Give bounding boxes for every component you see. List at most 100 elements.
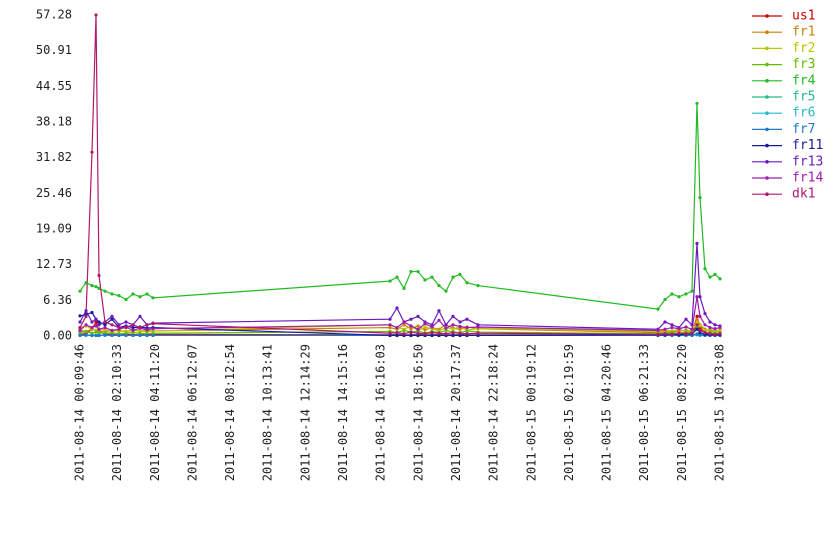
- data-point: [430, 275, 434, 279]
- data-point: [663, 297, 667, 302]
- data-point: [84, 314, 88, 318]
- x-tick-label: 2011-08-15 08:22:20: [675, 344, 689, 481]
- data-point: [713, 272, 717, 276]
- data-point: [416, 314, 420, 318]
- data-point: [110, 331, 114, 335]
- data-point: [84, 333, 88, 337]
- data-point: [97, 286, 101, 290]
- data-point: [84, 323, 88, 327]
- legend-swatch-dot: [765, 62, 769, 67]
- data-point: [117, 333, 121, 338]
- data-point: [663, 327, 667, 331]
- data-point: [151, 296, 155, 300]
- data-point: [670, 332, 674, 336]
- legend-swatch-dot: [765, 127, 769, 132]
- data-point: [430, 331, 434, 335]
- legend-label: fr4: [792, 73, 816, 88]
- x-tick-label: 2011-08-14 20:17:37: [449, 344, 463, 481]
- data-point: [409, 327, 413, 331]
- x-tick-label: 2011-08-15 04:20:46: [600, 344, 614, 481]
- data-point: [131, 292, 135, 296]
- data-point: [465, 281, 469, 285]
- legend-swatch-dot: [765, 143, 769, 148]
- data-point: [677, 295, 681, 299]
- data-point: [78, 328, 82, 332]
- data-point: [698, 324, 702, 328]
- data-point: [458, 320, 462, 324]
- data-point: [718, 328, 722, 332]
- data-point: [476, 283, 480, 288]
- data-point: [84, 309, 88, 313]
- y-tick-label: 50.91: [36, 43, 72, 57]
- x-tick-label: 2011-08-15 10:23:08: [713, 344, 727, 481]
- data-point: [84, 281, 88, 285]
- data-point: [695, 320, 699, 324]
- data-point: [97, 333, 101, 338]
- legend-label: fr6: [792, 106, 815, 121]
- data-point: [117, 294, 121, 298]
- x-tick-label: 2011-08-15 06:21:33: [637, 344, 651, 481]
- data-point: [416, 331, 420, 335]
- data-point: [423, 278, 427, 282]
- data-point: [97, 323, 101, 327]
- data-point: [698, 328, 702, 332]
- x-tick-label: 2011-08-14 22:18:24: [487, 344, 501, 481]
- data-point: [409, 317, 413, 321]
- legend-swatch-dot: [765, 111, 769, 115]
- data-point: [388, 331, 392, 335]
- data-point: [151, 333, 155, 338]
- data-point: [423, 322, 427, 326]
- data-point: [131, 325, 135, 330]
- data-point: [695, 332, 699, 336]
- legend-swatch-dot: [765, 95, 769, 99]
- y-tick-label: 12.73: [36, 257, 72, 271]
- data-point: [94, 320, 98, 324]
- data-point: [423, 332, 427, 336]
- data-point: [97, 273, 101, 278]
- data-point: [458, 272, 462, 276]
- data-point: [138, 325, 142, 330]
- data-point: [708, 275, 712, 279]
- data-point: [90, 283, 94, 288]
- data-point: [458, 324, 462, 329]
- data-point: [395, 306, 399, 310]
- data-point: [90, 150, 94, 154]
- data-point: [97, 320, 101, 324]
- data-point: [465, 329, 469, 333]
- data-point: [388, 323, 392, 327]
- data-point: [695, 295, 699, 299]
- data-point: [388, 325, 392, 330]
- data-point: [110, 328, 114, 332]
- data-point: [444, 289, 448, 293]
- data-point: [437, 318, 441, 322]
- data-point: [97, 327, 101, 331]
- data-point: [663, 332, 667, 336]
- data-point: [698, 333, 702, 337]
- data-point: [94, 330, 98, 334]
- data-point: [90, 333, 94, 338]
- data-point: [677, 331, 681, 335]
- data-point: [465, 325, 469, 330]
- x-tick-label: 2011-08-14 02:10:33: [110, 344, 124, 481]
- data-point: [713, 329, 717, 333]
- x-tick-label: 2011-08-14 18:16:50: [411, 344, 425, 481]
- x-tick-label: 2011-08-14 14:15:16: [336, 344, 350, 481]
- data-point: [458, 331, 462, 335]
- data-point: [97, 331, 101, 335]
- data-point: [124, 297, 128, 302]
- data-point: [430, 323, 434, 327]
- data-point: [409, 333, 413, 338]
- y-tick-label: 25.46: [36, 186, 72, 200]
- legend-label: fr14: [792, 171, 823, 186]
- data-point: [131, 328, 135, 332]
- data-point: [437, 333, 441, 338]
- data-point: [698, 314, 702, 318]
- data-point: [698, 295, 702, 299]
- data-point: [402, 320, 406, 324]
- data-point: [437, 331, 441, 335]
- data-point: [444, 323, 448, 327]
- data-point: [476, 333, 480, 338]
- data-point: [138, 295, 142, 299]
- data-point: [458, 327, 462, 331]
